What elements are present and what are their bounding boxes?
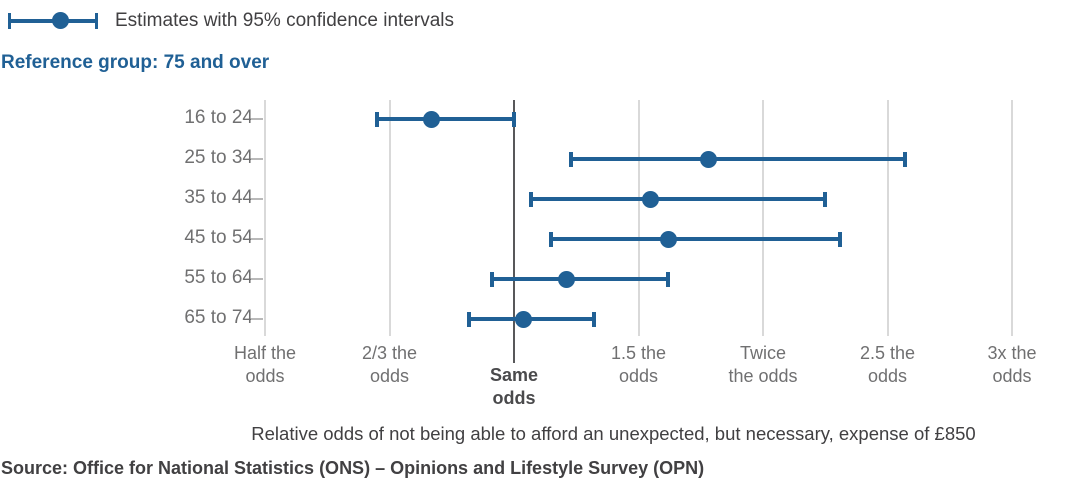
estimate-dot (642, 190, 660, 208)
ci-cap-low (467, 312, 472, 327)
ci-cap-high (512, 112, 516, 127)
x-tick-label: Half the odds (233, 343, 297, 386)
gridline (388, 100, 391, 336)
reference-group-note: Reference group: 75 and over (1, 52, 270, 73)
ci-cap-low (489, 272, 494, 287)
ci-cap-high (838, 232, 843, 247)
confidence-interval-bar (377, 117, 514, 121)
confidence-interval-bar (531, 197, 826, 201)
confidence-interval-bar (571, 157, 905, 161)
x-tick-label: 2/3 the odds (361, 343, 418, 386)
y-axis-label: 45 to 54 (184, 227, 253, 248)
ci-cap-low (529, 192, 534, 207)
y-axis-label: 25 to 34 (184, 147, 253, 168)
y-axis-label: 65 to 74 (184, 307, 253, 328)
y-tick-mark (251, 278, 263, 280)
y-tick-mark (251, 318, 263, 320)
estimate-dot (423, 110, 441, 128)
same-odds-gridline (513, 100, 515, 363)
chart-legend: Estimates with 95% confidence intervals (8, 8, 454, 34)
ci-icon-cap-right (95, 13, 98, 29)
gridline (1011, 100, 1013, 336)
ci-cap-low (569, 152, 574, 167)
legend-label: Estimates with 95% confidence intervals (115, 10, 454, 31)
x-tick-label: Twice the odds (728, 343, 798, 386)
x-tick-label: 2.5 the odds (859, 343, 916, 386)
gridline (637, 100, 640, 336)
ci-cap-high (591, 312, 596, 327)
y-axis-label: 16 to 24 (184, 107, 253, 128)
gridline (264, 100, 266, 336)
source-note: Source: Office for National Statistics (… (1, 458, 705, 478)
gridline (762, 100, 764, 336)
ci-cap-high (823, 192, 828, 207)
x-tick-label: Same odds (489, 365, 539, 408)
ci-cap-high (666, 272, 671, 287)
ci-cap-low (549, 232, 554, 247)
y-axis-label: 35 to 44 (184, 187, 253, 208)
x-axis-title: Relative odds of not being able to affor… (251, 423, 976, 444)
confidence-interval-bar (491, 277, 669, 281)
confidence-interval-bar (551, 237, 841, 241)
estimate-dot (515, 310, 533, 328)
gridline (886, 100, 889, 336)
ci-icon-dot (52, 12, 69, 29)
estimate-dot (699, 150, 717, 168)
estimate-dot (659, 230, 677, 248)
x-tick-label: 3x the odds (987, 343, 1037, 386)
ci-cap-low (375, 112, 380, 127)
ci-cap-high (902, 152, 907, 167)
y-axis-label: 55 to 64 (184, 267, 253, 288)
plot-area: Half the odds 2/3 the odds Same odds 1.5 th… (184, 100, 1037, 408)
y-tick-mark (251, 198, 263, 200)
confidence-interval-icon (8, 8, 98, 34)
x-tick-label: 1.5 the odds (610, 343, 667, 386)
estimate-dot (557, 270, 575, 288)
y-tick-mark (251, 158, 263, 160)
ci-icon-cap-left (8, 13, 11, 29)
y-tick-mark (251, 238, 263, 240)
y-tick-mark (251, 118, 263, 120)
